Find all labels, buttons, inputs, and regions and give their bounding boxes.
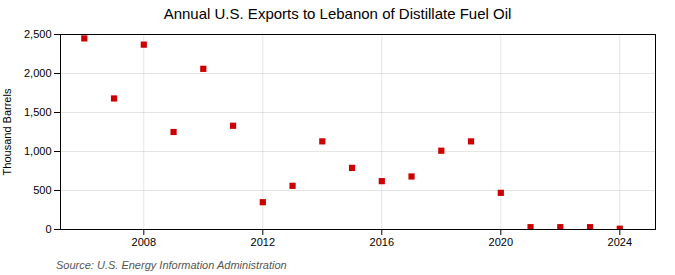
svg-text:2016: 2016 [370, 236, 394, 248]
html-text:Annual U.S. Exports to Lebanon: Annual U.S. Exports to Lebanon of Distil… [163, 5, 512, 22]
svg-text:2,500: 2,500 [24, 28, 52, 40]
html-text:Source: U.S. Energy Informatio: Source: U.S. Energy Information Administ… [56, 259, 287, 271]
svg-text:Thousand Barrels: Thousand Barrels [1, 88, 13, 175]
svg-text:1,500: 1,500 [24, 106, 52, 118]
svg-text:2008: 2008 [132, 236, 156, 248]
svg-text:2,000: 2,000 [24, 67, 52, 79]
svg-text:1,000: 1,000 [24, 145, 52, 157]
svg-text:500: 500 [33, 184, 51, 196]
svg-text:2012: 2012 [251, 236, 275, 248]
svg-text:0: 0 [45, 223, 51, 235]
svg-text:2024: 2024 [608, 236, 632, 248]
svg-text:2020: 2020 [489, 236, 513, 248]
